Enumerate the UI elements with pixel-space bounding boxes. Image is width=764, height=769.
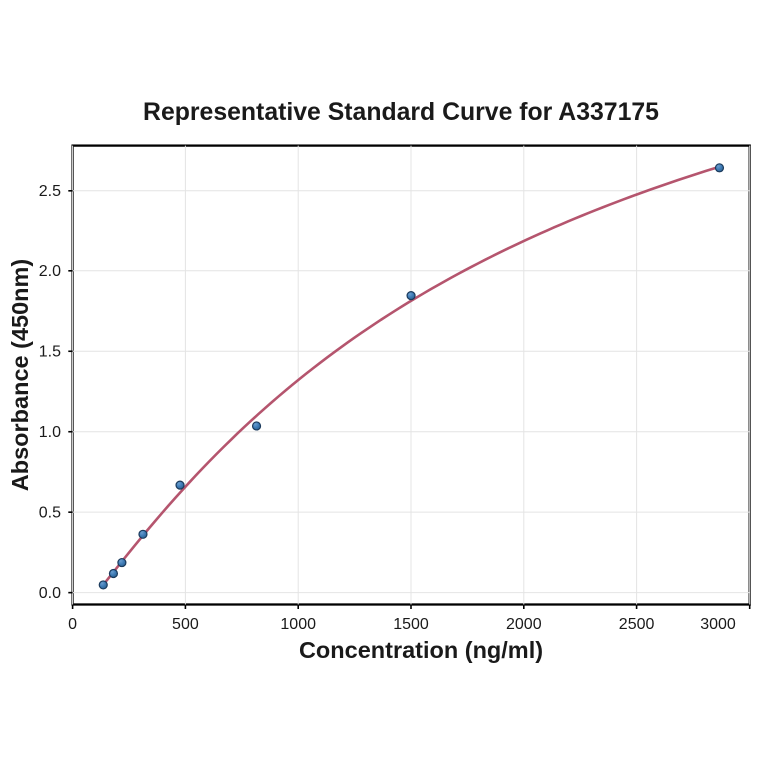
svg-text:3000: 3000	[700, 616, 736, 633]
svg-text:1000: 1000	[280, 616, 316, 633]
svg-text:2.5: 2.5	[39, 183, 61, 200]
svg-text:Concentration (ng/ml): Concentration (ng/ml)	[299, 637, 543, 663]
svg-text:0.5: 0.5	[39, 505, 61, 522]
svg-text:Representative Standard Curve: Representative Standard Curve for A33717…	[143, 99, 659, 126]
svg-text:1.5: 1.5	[39, 344, 61, 361]
svg-text:500: 500	[172, 616, 199, 633]
svg-text:1500: 1500	[393, 616, 429, 633]
svg-text:0: 0	[68, 616, 77, 633]
svg-text:2000: 2000	[506, 616, 542, 633]
svg-text:0.0: 0.0	[39, 585, 61, 602]
svg-text:2500: 2500	[619, 616, 655, 633]
svg-text:Absorbance (450nm): Absorbance (450nm)	[7, 259, 33, 491]
svg-text:1.0: 1.0	[39, 424, 61, 441]
svg-text:2.0: 2.0	[39, 263, 61, 280]
